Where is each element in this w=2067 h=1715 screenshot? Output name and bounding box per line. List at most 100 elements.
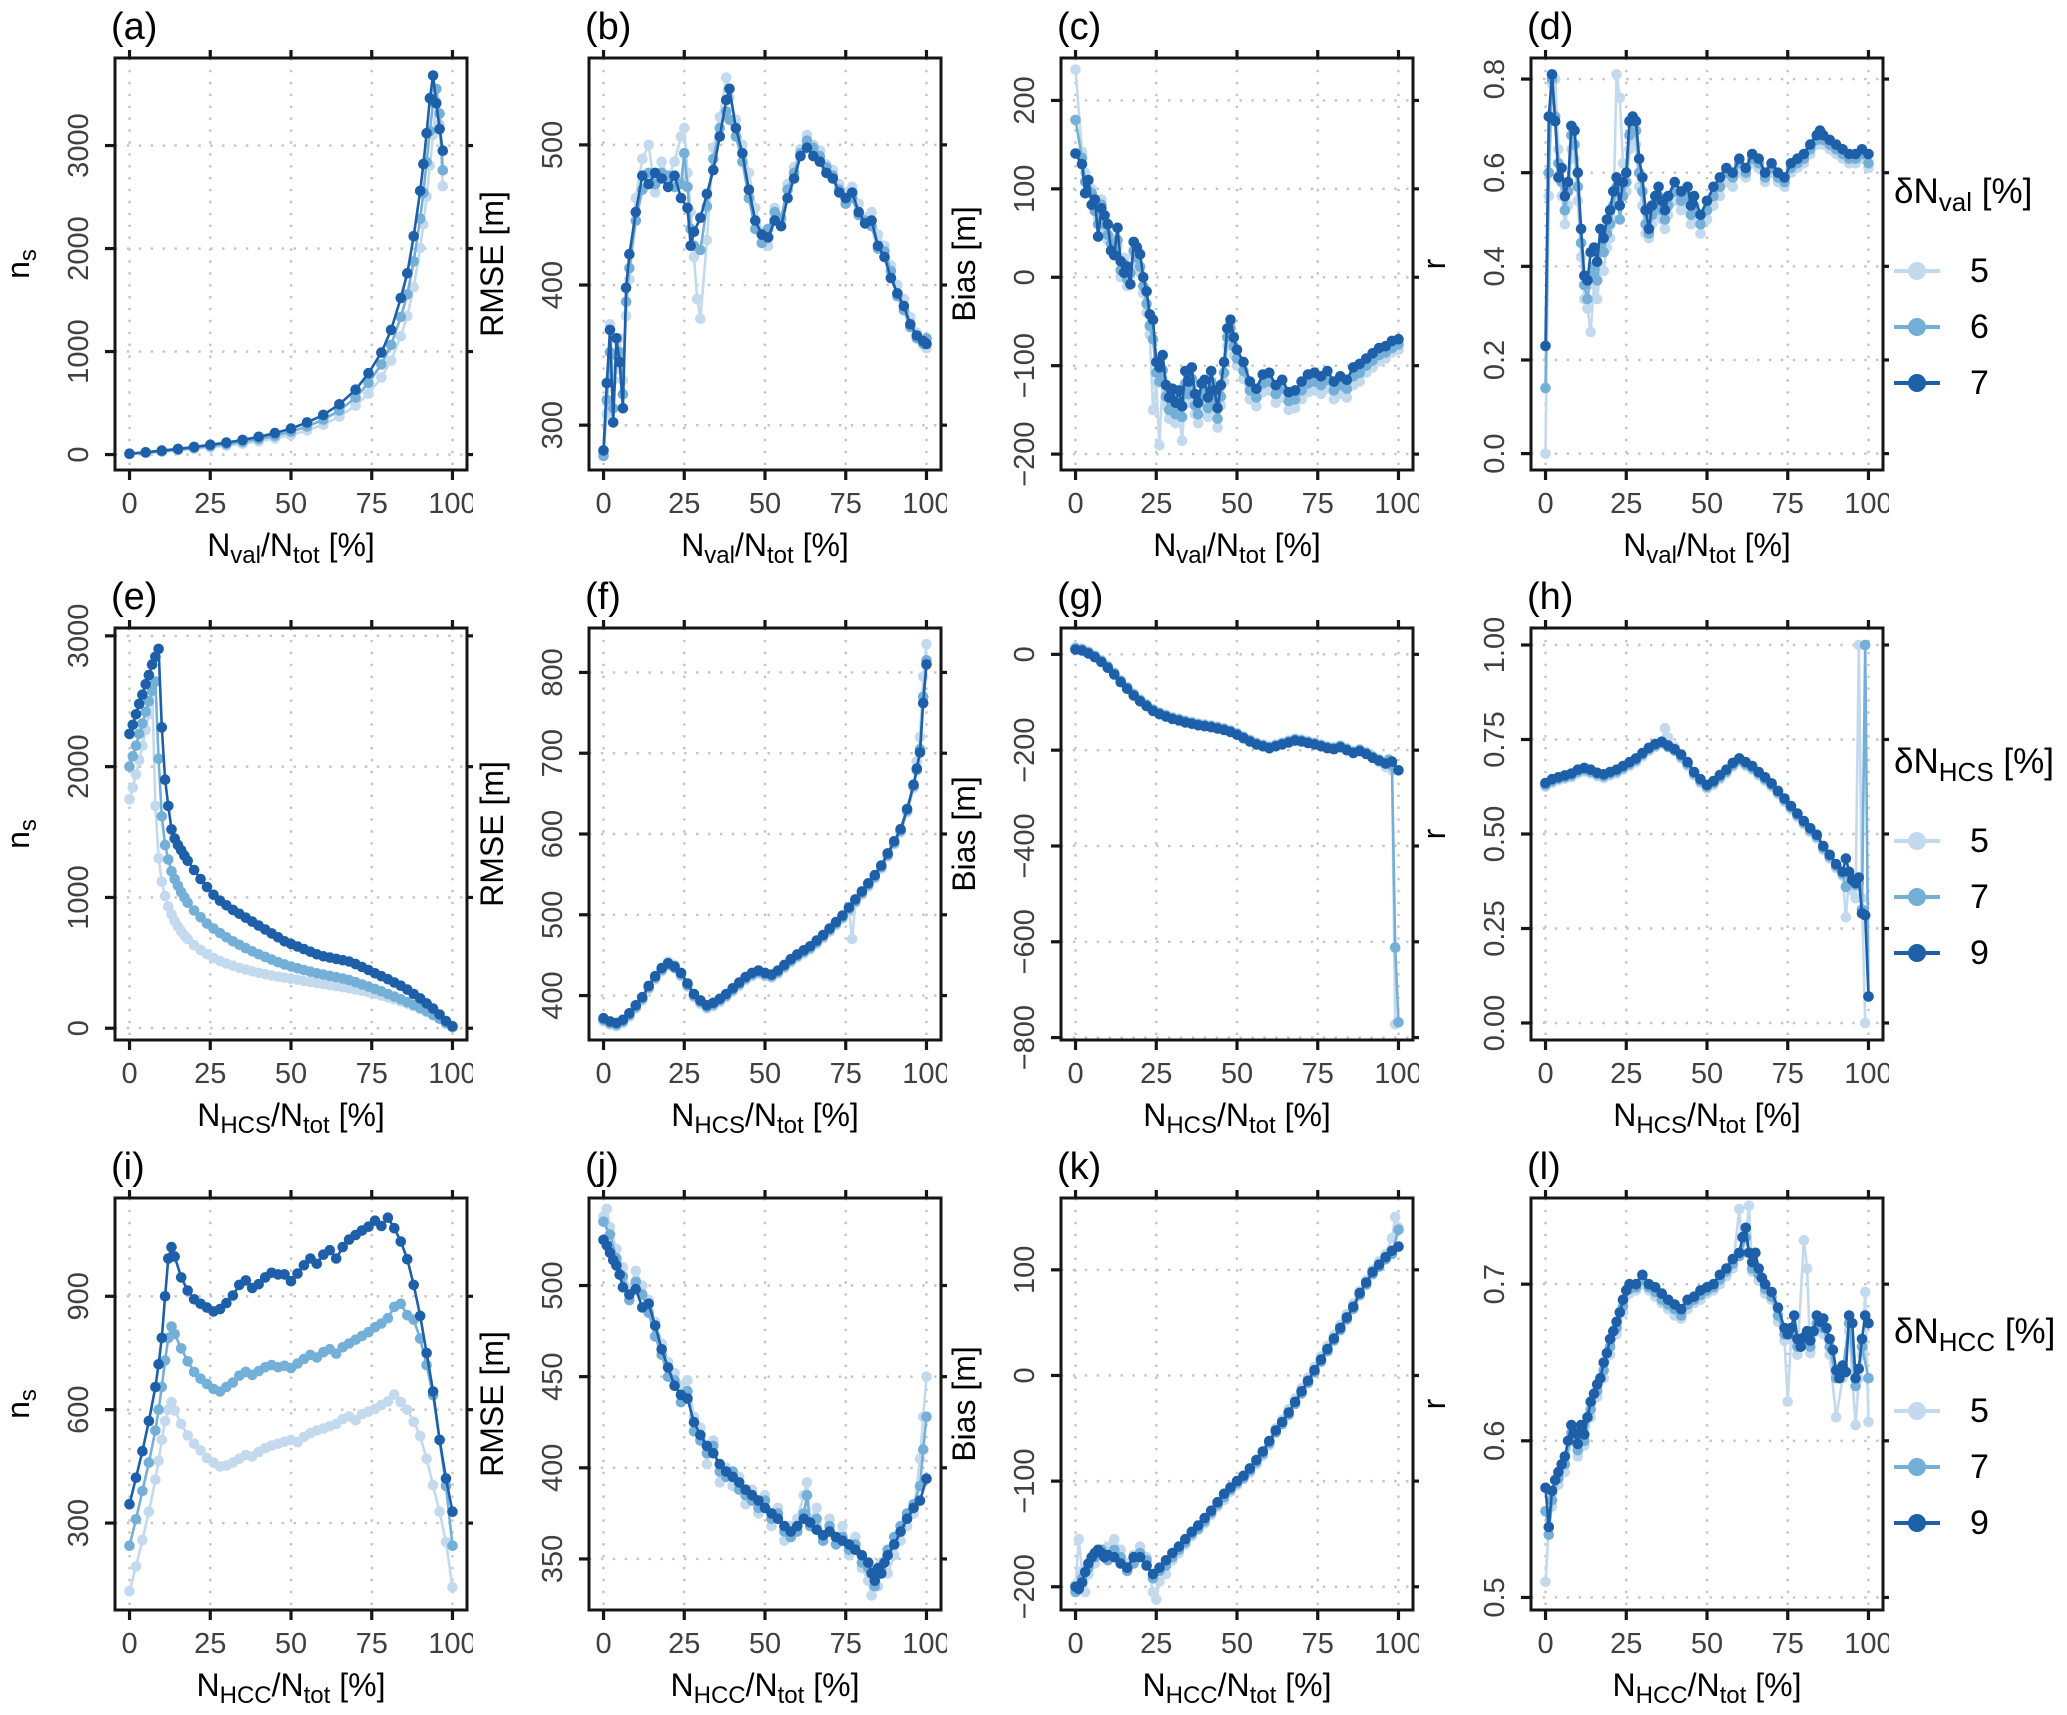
data-point bbox=[1659, 214, 1671, 225]
data-point bbox=[1637, 1269, 1648, 1281]
data-point bbox=[1792, 808, 1803, 819]
data-point bbox=[1585, 326, 1596, 338]
data-point bbox=[382, 1396, 394, 1407]
svg-text:900: 900 bbox=[63, 1272, 95, 1320]
data-point bbox=[921, 1371, 932, 1382]
svg-text:100: 100 bbox=[428, 1628, 473, 1660]
data-point bbox=[1785, 800, 1797, 812]
data-point bbox=[1643, 223, 1655, 235]
data-point bbox=[617, 1282, 629, 1293]
data-point bbox=[1562, 176, 1574, 188]
data-point bbox=[863, 1557, 874, 1568]
data-point bbox=[921, 338, 932, 350]
data-point bbox=[1827, 1344, 1839, 1356]
legend-row3: δNHCC [%] 5 7 9 bbox=[1894, 1140, 2067, 1710]
data-point bbox=[917, 1444, 929, 1455]
data-point bbox=[1322, 1343, 1333, 1355]
chart-j: 350 400 450 500 0 25 50 75 100 (j) RMSE [m] NHCC/Nt… bbox=[474, 1146, 951, 1709]
svg-text:300: 300 bbox=[537, 401, 569, 449]
data-point bbox=[1834, 1372, 1845, 1384]
data-point bbox=[1546, 1485, 1558, 1497]
data-point bbox=[1753, 1263, 1764, 1274]
svg-text:3000: 3000 bbox=[63, 604, 95, 669]
data-point bbox=[414, 242, 426, 254]
data-point bbox=[1856, 1333, 1868, 1345]
data-point bbox=[1257, 1446, 1269, 1457]
data-point bbox=[1270, 1425, 1282, 1436]
data-point bbox=[447, 1021, 458, 1032]
plot-border bbox=[1059, 626, 1415, 1042]
svg-text:−600: −600 bbox=[1009, 909, 1041, 974]
data-point bbox=[617, 1014, 629, 1026]
x-axis-title: NHCS/Ntot [%] bbox=[197, 1097, 385, 1139]
data-point bbox=[156, 1332, 168, 1344]
data-point bbox=[1759, 167, 1771, 178]
legend-title-sub: val bbox=[1938, 187, 1973, 217]
data-point bbox=[163, 800, 174, 812]
panel-label: (h) bbox=[1527, 576, 1573, 618]
svg-text:0.50: 0.50 bbox=[1479, 806, 1511, 862]
data-point bbox=[159, 839, 171, 851]
data-point bbox=[1853, 1363, 1865, 1375]
data-point bbox=[1840, 911, 1852, 923]
svg-text:100: 100 bbox=[902, 1058, 947, 1090]
data-point bbox=[853, 206, 864, 218]
data-point bbox=[1238, 1470, 1249, 1482]
legend-entry-5: 5 bbox=[1894, 246, 2067, 296]
data-point bbox=[1192, 409, 1204, 420]
chart-l: 0.5 0.6 0.7 0 25 50 75 100 (l) r NHCC/Ntot [%] bbox=[1416, 1146, 1893, 1709]
gridlines bbox=[1061, 628, 1413, 1040]
data-point bbox=[253, 431, 264, 443]
data-point bbox=[662, 181, 674, 193]
data-point bbox=[1824, 849, 1835, 861]
data-point bbox=[1727, 167, 1739, 178]
data-point bbox=[127, 719, 139, 731]
data-point bbox=[269, 427, 281, 439]
data-point bbox=[1630, 1278, 1642, 1290]
data-point bbox=[143, 1506, 155, 1517]
data-point bbox=[685, 240, 696, 252]
svg-text:−200: −200 bbox=[1009, 1554, 1041, 1619]
data-point bbox=[801, 1477, 813, 1488]
data-point bbox=[1772, 785, 1784, 797]
data-point bbox=[801, 142, 813, 153]
data-point bbox=[714, 131, 726, 142]
data-point bbox=[1598, 233, 1609, 244]
x-axis-title: NHCS/Ntot [%] bbox=[671, 1097, 859, 1139]
data-point bbox=[662, 1362, 674, 1373]
data-point bbox=[1608, 1325, 1619, 1337]
data-point bbox=[1779, 793, 1790, 804]
data-point bbox=[1743, 1200, 1755, 1212]
legend-entry-9: 9 bbox=[1894, 1498, 2067, 1548]
data-point bbox=[1147, 404, 1159, 416]
data-point bbox=[888, 1539, 900, 1550]
data-point bbox=[914, 747, 926, 758]
svg-text:400: 400 bbox=[537, 1444, 569, 1492]
data-point bbox=[1772, 1302, 1784, 1313]
data-point bbox=[772, 1513, 784, 1525]
data-point bbox=[1205, 365, 1217, 377]
legend-swatch-icon bbox=[1894, 374, 1940, 392]
data-point bbox=[1134, 249, 1146, 260]
data-point bbox=[127, 750, 139, 762]
data-point bbox=[1199, 374, 1210, 386]
data-point bbox=[1202, 392, 1214, 403]
data-point bbox=[221, 1297, 232, 1309]
data-point bbox=[1601, 214, 1613, 225]
data-point bbox=[1341, 392, 1353, 403]
legend-entries: 5 6 7 bbox=[1894, 246, 2067, 408]
svg-text:100: 100 bbox=[1374, 488, 1419, 520]
data-point bbox=[656, 156, 667, 167]
data-point bbox=[124, 1498, 135, 1510]
x-axis-title: NHCC/Ntot [%] bbox=[1143, 1667, 1332, 1709]
data-point bbox=[1630, 115, 1642, 127]
data-point bbox=[675, 192, 687, 204]
svg-text:700: 700 bbox=[537, 729, 569, 777]
x-tick-labels: 0 25 50 75 100 bbox=[121, 1058, 476, 1090]
series-5 bbox=[124, 1389, 458, 1597]
x-axis-title: Nval/Ntot [%] bbox=[1623, 527, 1791, 569]
svg-text:0: 0 bbox=[1009, 1367, 1041, 1383]
data-point bbox=[153, 1455, 164, 1466]
svg-text:100: 100 bbox=[1844, 488, 1889, 520]
data-point bbox=[434, 1009, 445, 1020]
